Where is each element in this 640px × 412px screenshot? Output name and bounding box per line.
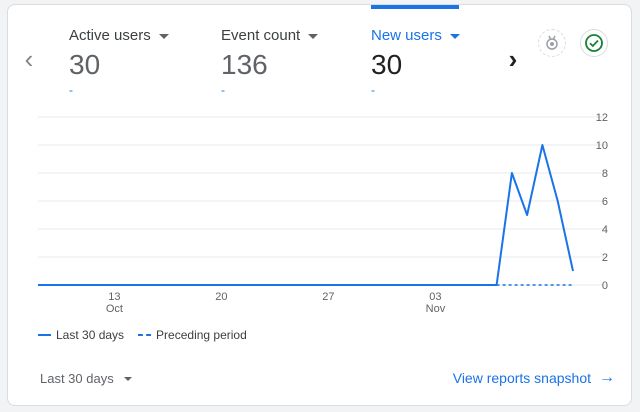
metric-change: - [371, 83, 375, 97]
metric-tab-event-count[interactable]: Event count 136 - [221, 5, 341, 101]
status-button[interactable] [580, 29, 608, 57]
y-tick-label: 2 [602, 252, 608, 264]
metric-value: 30 [69, 49, 101, 80]
y-tick-label: 10 [596, 140, 608, 152]
caret-down-icon [449, 33, 460, 39]
x-tick-label: 20 [215, 291, 227, 303]
metric-selection-bar [371, 5, 459, 9]
y-tick-label: 12 [596, 112, 608, 124]
metric-label: New users [371, 27, 460, 44]
y-tick-label: 6 [602, 196, 608, 208]
y-tick-label: 8 [602, 168, 608, 180]
metric-value: 136 [221, 49, 268, 80]
chevron-right-icon: › [508, 44, 518, 74]
x-tick-label: 03 [429, 291, 441, 303]
x-tick-label: 27 [322, 291, 334, 303]
chart-legend: Last 30 days Preceding period [38, 328, 261, 342]
legend-item-previous: Preceding period [138, 328, 247, 342]
date-range-label: Last 30 days [40, 371, 114, 386]
caret-down-icon [308, 33, 319, 39]
legend-item-current: Last 30 days [38, 328, 124, 342]
date-range-select[interactable]: Last 30 days [40, 371, 132, 386]
solid-line-swatch [38, 334, 51, 336]
metric-tab-new-users[interactable]: New users 30 - [371, 5, 460, 101]
check-circle-icon [585, 34, 603, 52]
insights-button[interactable] [538, 29, 566, 57]
dashed-line-swatch [138, 334, 152, 336]
view-reports-snapshot-link[interactable]: View reports snapshot → [453, 369, 615, 387]
x-tick-label: 13 [108, 291, 120, 303]
y-axis-ticks: 12 10 8 6 4 2 0 [596, 112, 608, 292]
chevron-left-icon: ‹ [24, 44, 34, 74]
reports-snapshot-card: ‹ Active users 30 - Event count 136 - Ne… [7, 4, 632, 406]
metric-tab-active-users[interactable]: Active users 30 - [69, 5, 189, 101]
arrow-right-icon: → [599, 369, 615, 386]
x-tick-month-label: Nov [426, 303, 446, 315]
metric-change: - [221, 83, 225, 97]
caret-down-icon [158, 33, 169, 39]
legend-label-current: Last 30 days [56, 328, 125, 342]
series-line-current [38, 144, 574, 286]
previous-metrics-button[interactable]: ‹ [18, 43, 40, 75]
metric-change: - [69, 83, 73, 97]
metric-label: Event count [221, 27, 319, 44]
insights-badge-icon [546, 35, 558, 50]
next-metrics-button[interactable]: › [502, 43, 524, 75]
x-tick-month-label: Oct [106, 303, 123, 315]
y-tick-label: 0 [602, 280, 608, 292]
view-reports-label: View reports snapshot [452, 370, 591, 386]
metric-value: 30 [371, 49, 403, 80]
caret-down-icon [123, 376, 132, 381]
y-tick-label: 4 [602, 224, 608, 236]
metric-label: Active users [69, 27, 169, 44]
legend-label-previous: Preceding period [156, 328, 247, 342]
chart-series [38, 144, 574, 286]
